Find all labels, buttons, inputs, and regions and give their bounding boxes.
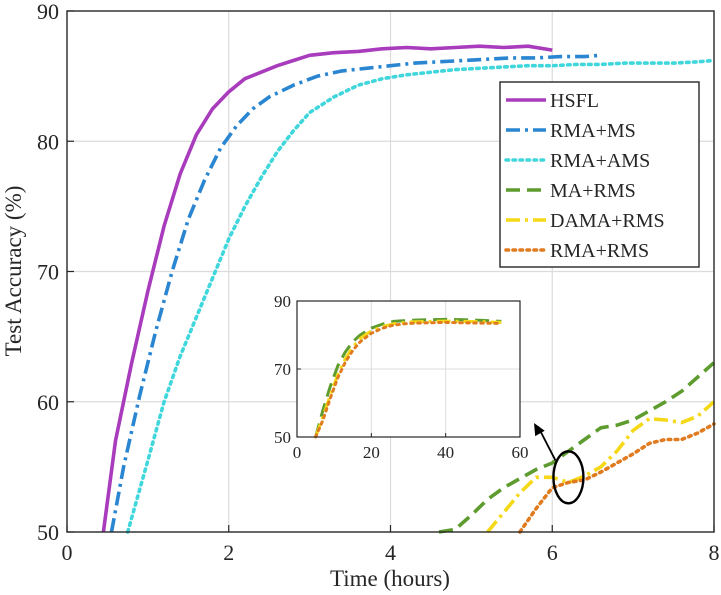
inset-y-tick-label: 50	[274, 428, 291, 447]
series-line-rma-rms	[518, 422, 716, 534]
x-tick-label: 8	[709, 540, 720, 565]
inset-plot: 0 20 40 60 50 70 90	[274, 292, 529, 462]
series-line-rma-ms	[109, 53, 601, 533]
x-axis-title: Time (hours)	[330, 566, 450, 591]
inset-series-line-rma-rms	[314, 320, 503, 439]
x-tick-label: 6	[547, 540, 558, 565]
x-tick-label: 0	[62, 540, 73, 565]
zoom-ellipse	[552, 450, 585, 505]
inset-y-tick-label: 70	[274, 360, 291, 379]
y-tick-label: 80	[37, 129, 59, 154]
inset-y-tick-label: 90	[274, 292, 291, 311]
legend-label: DAMA+RMS	[550, 210, 665, 232]
series-line-rma-ams	[125, 58, 716, 534]
legend-label: RMA+RMS	[550, 240, 649, 262]
x-tick-label: 2	[223, 540, 234, 565]
series-line-hsfl	[101, 44, 553, 533]
legend-label: MA+RMS	[550, 180, 636, 202]
inset-x-tick-label: 0	[293, 443, 302, 462]
y-axis-title: Test Accuracy (%)	[1, 186, 26, 357]
plot-frame	[66, 10, 715, 533]
plot-area: 0 2 4 6 8 50 60 70 80 90	[37, 0, 720, 565]
series-line-dama-rms	[486, 400, 716, 534]
legend-box	[499, 81, 700, 268]
legend-label: RMA+AMS	[550, 150, 650, 172]
y-tick-label: 50	[37, 520, 59, 545]
legend-label: HSFL	[550, 90, 599, 112]
y-tick-label: 90	[37, 0, 59, 24]
inset-frame	[296, 300, 521, 438]
x-tick-label: 4	[385, 540, 396, 565]
inset-x-tick-label: 60	[512, 443, 529, 462]
inset-x-tick-label: 40	[437, 443, 454, 462]
inset-series-line-ma-rms	[314, 317, 502, 438]
legend-label: RMA+MS	[550, 120, 636, 142]
zoom-annotation	[534, 423, 585, 505]
inset-x-tick-label: 20	[363, 443, 380, 462]
y-tick-label: 70	[37, 260, 59, 285]
legend: HSFL RMA+MS RMA+AMS MA+RMS DAMA+RMS RMA+RMS	[499, 81, 700, 268]
zoom-arrow-head	[534, 423, 545, 437]
y-tick-label: 60	[37, 390, 59, 415]
